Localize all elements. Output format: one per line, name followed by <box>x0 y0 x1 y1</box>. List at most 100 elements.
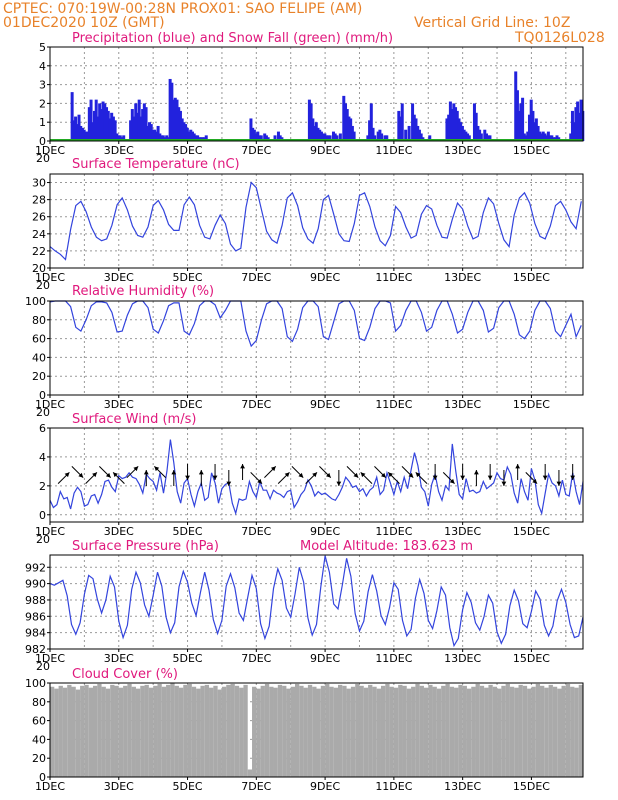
precip-bar <box>350 125 354 141</box>
precip-bar <box>113 120 117 141</box>
cloud-bar <box>540 685 545 777</box>
wind-arrow-head <box>388 472 394 478</box>
precip-bar <box>149 124 153 141</box>
precip-bar <box>347 116 351 141</box>
precip-bar <box>416 125 420 141</box>
precip-bar <box>311 118 315 141</box>
cloud-bar <box>514 687 519 777</box>
cloud-bar <box>492 686 498 777</box>
precip-bar <box>445 118 449 141</box>
wind-arrow-head <box>542 475 548 480</box>
wind-arrow-head <box>92 472 97 478</box>
precip-bar <box>276 131 280 141</box>
wind-arrow-head <box>380 472 386 478</box>
cloud-bar <box>316 688 321 777</box>
cloud-bar <box>376 688 381 777</box>
cloud-bar <box>62 687 68 777</box>
precip-bar <box>172 99 176 141</box>
panel-title: Surface Pressure (hPa) <box>72 539 219 554</box>
precip-bar <box>550 135 554 141</box>
cloud-bar <box>101 686 106 777</box>
cloud-bar <box>445 683 450 777</box>
precip-bar <box>574 107 578 141</box>
cloud-bar <box>50 686 55 777</box>
cloud-bar <box>127 683 132 777</box>
y-tick-label: 3 <box>39 79 46 92</box>
header-title: CPTEC: 070:19W-00:28N PROX01: SAO FELIPE… <box>3 1 363 17</box>
precip-bar <box>414 118 418 141</box>
cloud-bar <box>191 686 197 777</box>
x-tick-label: 13DEC <box>444 398 481 411</box>
wind-arrow-head <box>212 475 218 480</box>
panel-title: Surface Wind (m/s) <box>72 412 196 427</box>
precip-bar <box>570 110 574 141</box>
precip-bar <box>399 116 403 141</box>
precip-bar <box>533 122 537 141</box>
precip-bar <box>70 92 74 141</box>
precip-bar <box>335 135 339 141</box>
wind-arrow-head <box>257 478 262 484</box>
precip-bar <box>474 112 478 141</box>
cloud-bar <box>333 687 338 777</box>
precip-bar <box>338 133 342 141</box>
y-tick-label: 988 <box>25 594 46 607</box>
cloud-bar <box>269 686 274 777</box>
panel-frame <box>49 300 584 396</box>
cloud-bar <box>398 684 403 777</box>
precip-bar <box>259 135 263 141</box>
y-tick-label: 5 <box>39 41 46 54</box>
precip-bar <box>92 110 96 141</box>
y-tick-label: 80 <box>32 696 46 709</box>
y-tick-label: 6 <box>39 422 46 435</box>
cloud-bar <box>342 685 347 777</box>
precip-bar <box>540 133 544 141</box>
cloud-bar <box>393 687 399 777</box>
y-tick-label: 22 <box>32 245 46 258</box>
precip-bar <box>376 131 380 141</box>
x-tick-label: 11DEC <box>375 271 412 284</box>
precip-bar <box>514 71 518 141</box>
header-model-code: TQ0126L028 <box>515 30 605 46</box>
precip-bar <box>108 118 112 141</box>
x-tick-label: 1DEC <box>35 144 65 157</box>
precip-bar <box>397 110 401 141</box>
cloud-bar <box>243 684 248 777</box>
precip-bar <box>103 103 107 141</box>
cloud-bar <box>488 684 493 777</box>
y-tick-label: 0 <box>39 509 46 522</box>
y-tick-label: 20 <box>32 370 46 383</box>
wind-arrow-head <box>226 481 232 486</box>
precip-bar <box>352 131 356 141</box>
precip-bar <box>87 107 91 141</box>
precip-bar <box>273 135 277 141</box>
precip-bar <box>249 118 253 141</box>
cloud-bar <box>295 683 300 777</box>
precip-bar <box>466 133 470 141</box>
wind-arrow-head <box>449 478 455 484</box>
cloud-bar <box>380 685 386 777</box>
precip-bar <box>457 118 461 141</box>
precip-bar <box>459 122 463 141</box>
precip-bar <box>99 109 103 141</box>
precip-bar <box>91 122 95 141</box>
cloud-bar <box>140 685 145 777</box>
cloud-bar <box>234 685 240 777</box>
precip-bar <box>555 135 559 141</box>
cloud-bar <box>428 684 433 777</box>
x-tick-label: 3DEC <box>104 398 134 411</box>
precip-bar <box>77 114 81 141</box>
cloud-bar <box>368 684 373 777</box>
precip-bar <box>467 135 471 141</box>
cloud-bar <box>415 683 420 777</box>
precip-bar <box>447 114 451 141</box>
wind-arrow-head <box>185 475 190 480</box>
series-line <box>49 181 582 261</box>
precip-bar <box>572 122 576 141</box>
cloud-bar <box>565 683 571 777</box>
panel-frame <box>49 682 584 778</box>
series-line <box>49 555 584 648</box>
cloud-bar <box>230 683 235 777</box>
precip-bar <box>534 118 538 141</box>
x-tick-label: 5DEC <box>172 398 202 411</box>
x-tick-label: 3DEC <box>104 525 134 538</box>
